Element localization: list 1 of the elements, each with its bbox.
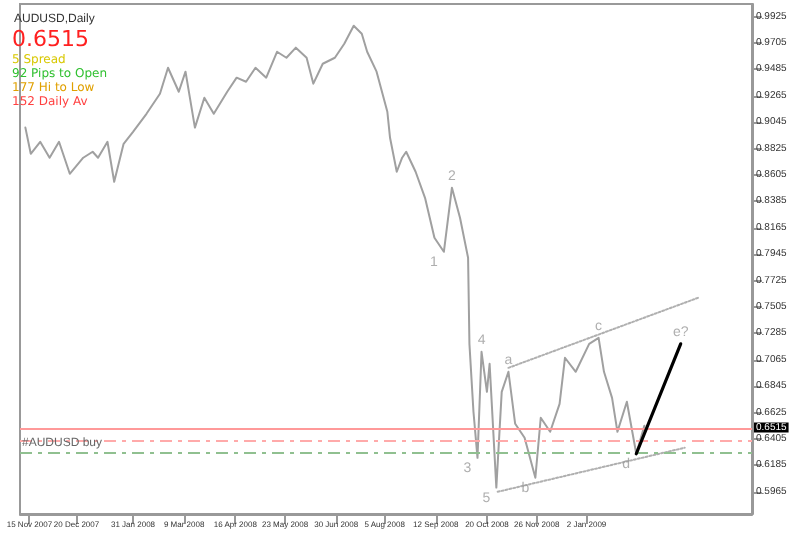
annotation: 0.6515 [12,26,89,52]
